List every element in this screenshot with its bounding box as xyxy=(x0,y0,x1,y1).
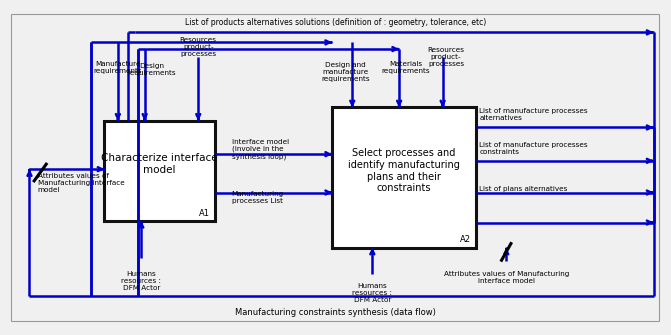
Text: List of manufacture processes
constraints: List of manufacture processes constraint… xyxy=(480,142,588,155)
Text: Manufacture
requirements: Manufacture requirements xyxy=(93,61,142,74)
Text: Materials
requirements: Materials requirements xyxy=(382,61,430,74)
Text: Design
requirements: Design requirements xyxy=(127,63,176,76)
Text: A1: A1 xyxy=(199,209,209,217)
Bar xyxy=(332,108,476,248)
Text: Resources
product-
processes: Resources product- processes xyxy=(427,48,464,67)
Text: Humans
resources :
DFM Actor: Humans resources : DFM Actor xyxy=(352,283,393,303)
Text: Humans
resources :
DFM Actor: Humans resources : DFM Actor xyxy=(121,271,161,291)
Text: Interface model
(involve in the
synthesis loop): Interface model (involve in the synthesi… xyxy=(231,139,289,160)
Text: Characterize interface
model: Characterize interface model xyxy=(101,153,218,175)
Text: List of products alternatives solutions (definition of : geometry, tolerance, et: List of products alternatives solutions … xyxy=(185,18,486,27)
Text: Design and
manufacture
requirements: Design and manufacture requirements xyxy=(321,62,370,82)
Text: Attributes values of Manufacturing
interface model: Attributes values of Manufacturing inter… xyxy=(444,271,569,284)
Text: A2: A2 xyxy=(460,235,471,244)
Text: Resources
product-
processes: Resources product- processes xyxy=(180,38,217,57)
Text: Manufacturing constraints synthesis (data flow): Manufacturing constraints synthesis (dat… xyxy=(235,308,436,317)
Text: List of plans alternatives: List of plans alternatives xyxy=(480,186,568,192)
Bar xyxy=(105,121,215,221)
Text: Select processes and
identify manufacturing
plans and their
constraints: Select processes and identify manufactur… xyxy=(348,148,460,193)
Text: List of manufacture processes
alternatives: List of manufacture processes alternativ… xyxy=(480,109,588,122)
Text: Manufacturing
processes List: Manufacturing processes List xyxy=(231,191,284,204)
Text: Attributes values of
Manufacturing interface
model: Attributes values of Manufacturing inter… xyxy=(38,173,124,193)
